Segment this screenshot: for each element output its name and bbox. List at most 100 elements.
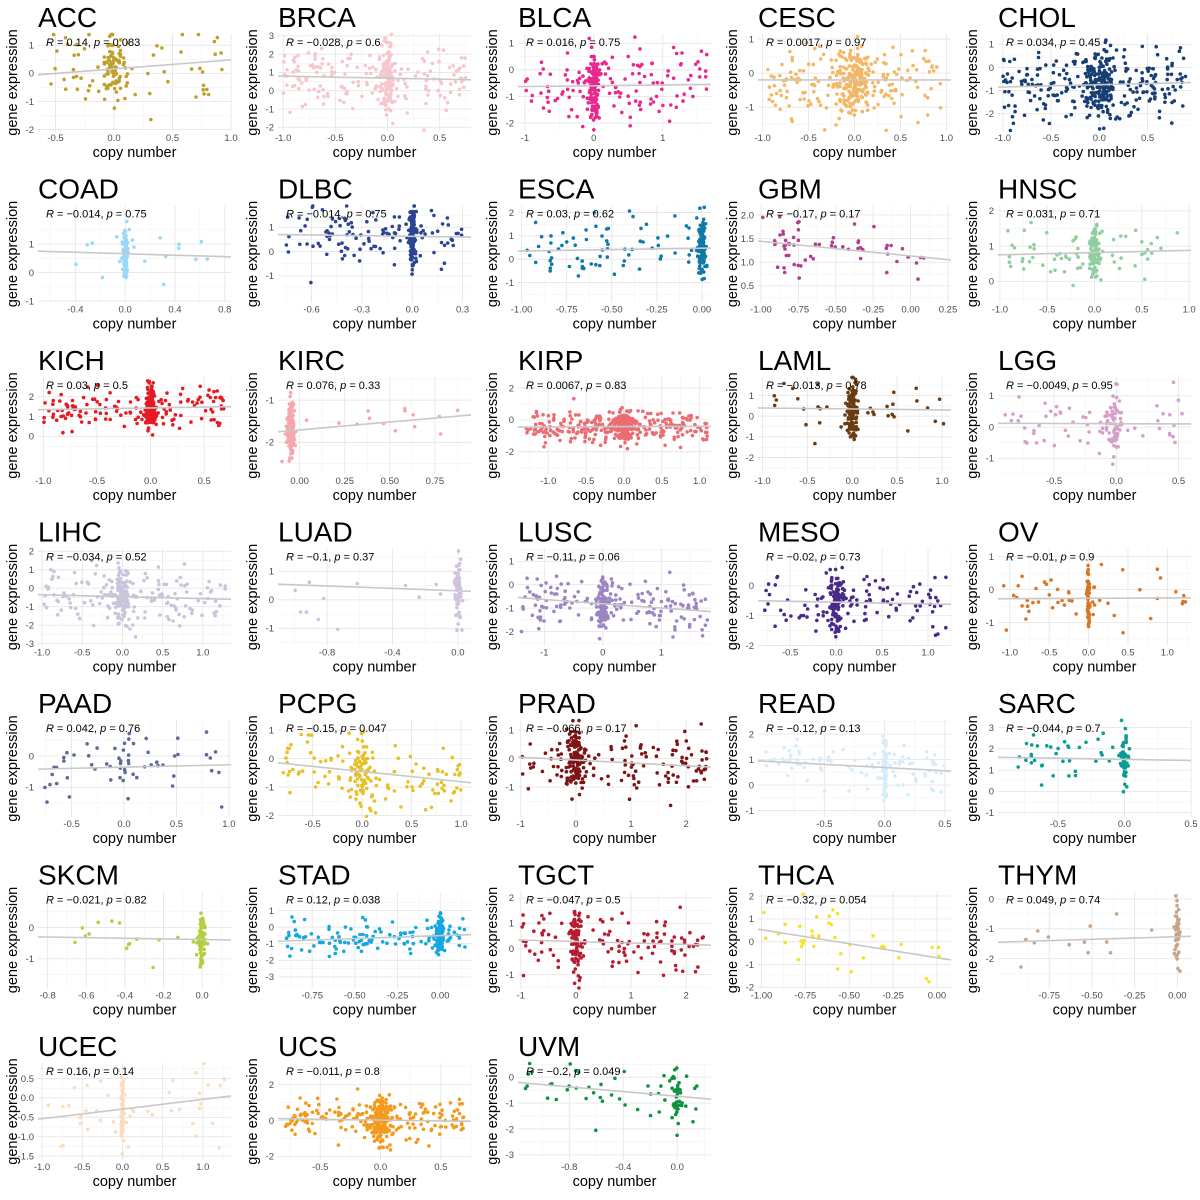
data-point [326,782,331,786]
x-tick-label: 0.5 [170,819,183,830]
data-point [96,89,101,94]
data-point [70,429,74,434]
y-tick-label: -2 [506,627,514,638]
x-tick-label: 0.0 [107,133,120,144]
data-point [63,35,68,40]
x-tick-label: -1.0 [1002,648,1018,659]
data-point [637,71,641,76]
data-point [1175,231,1180,235]
data-point [661,419,665,424]
data-point [55,49,59,53]
data-point [104,397,109,402]
data-point [1170,100,1174,105]
data-point [207,579,211,584]
data-point [435,782,440,786]
y-tick-labels: -2-101 [506,557,514,638]
y-tick-label: 1 [29,239,34,250]
data-point [349,220,354,225]
data-point [558,603,563,607]
data-point [638,100,643,104]
data-point [638,239,643,243]
data-point [680,415,685,420]
data-point [625,428,629,432]
data-point [666,597,671,601]
data-point [675,94,679,98]
data-point [531,592,536,597]
data-point [944,575,948,580]
data-point [557,741,562,746]
x-tick-label: 0.25 [939,305,958,316]
data-point [157,399,161,404]
data-point [844,596,848,601]
data-point [93,409,98,414]
data-point [882,52,887,57]
data-point [808,254,813,259]
data-point [607,417,611,422]
data-point [1055,587,1060,592]
data-point [388,108,393,113]
data-point [672,435,677,440]
data-point [1085,569,1090,574]
data-point [836,598,840,602]
data-point [899,52,903,57]
data-point [146,391,150,396]
x-tick-label: 0.0 [451,648,464,659]
x-tick-label: -0.5 [63,819,79,830]
data-point [841,71,845,76]
data-point [150,433,155,437]
data-point [151,381,155,385]
data-point [458,615,463,620]
data-point [894,87,898,92]
data-point [453,80,458,84]
data-point [698,206,702,210]
data-point [124,249,129,254]
data-point [848,48,853,53]
data-point [69,413,74,418]
data-point [1181,104,1185,108]
data-point [360,754,364,759]
data-point [291,402,296,407]
data-point [1097,127,1102,131]
data-point [459,227,464,232]
data-point [838,81,842,85]
data-point [583,79,588,83]
y-tick-label: -1 [746,611,754,622]
data-point [355,581,360,586]
data-point [667,417,672,421]
data-point [858,245,863,250]
data-point [831,605,835,609]
data-point [410,263,415,268]
y-tick-label: 1 [269,567,274,578]
data-point [102,585,106,590]
x-tick-label: 0.0 [356,819,369,830]
regression-line [997,81,1192,88]
data-point [1113,405,1117,410]
data-point [344,204,349,208]
data-point [98,601,102,606]
data-point [1091,102,1096,106]
x-tick-label: 0.5 [1135,305,1148,316]
data-point [914,261,919,265]
data-point [855,94,860,98]
data-point [428,69,433,73]
data-point [1023,79,1028,84]
data-point [873,579,878,583]
data-point [643,415,648,420]
data-point [453,593,457,597]
data-point [854,389,858,393]
data-point [547,420,552,424]
data-point [1036,600,1041,604]
data-point [847,394,851,399]
data-point [594,224,598,229]
data-point [387,97,392,101]
data-point [1100,56,1104,60]
data-point [424,84,428,89]
data-point [690,433,695,438]
data-point [705,263,709,268]
data-point [411,218,416,222]
data-point [1105,62,1109,66]
y-tick-labels: -2-10 [746,581,754,652]
